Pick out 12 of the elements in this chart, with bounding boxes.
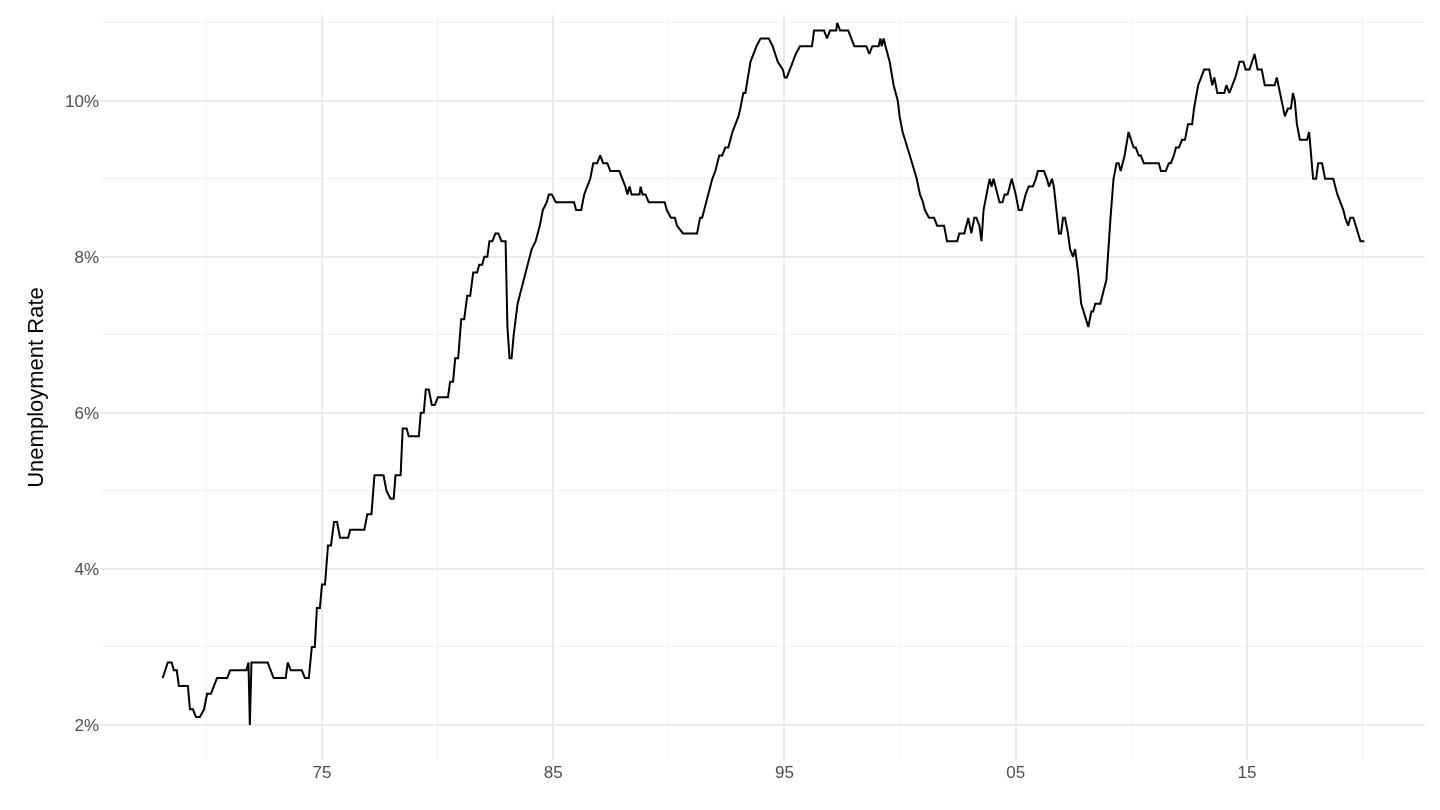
x-tick-label: 75 bbox=[312, 763, 332, 782]
y-tick-label: 4% bbox=[74, 559, 99, 579]
x-tick-label: 05 bbox=[1006, 763, 1026, 782]
y-axis-title: Unemployment Rate bbox=[22, 287, 48, 488]
y-tick-label: 2% bbox=[74, 715, 99, 735]
y-tick-label: 8% bbox=[74, 247, 99, 267]
y-tick-label: 10% bbox=[64, 91, 99, 111]
x-tick-label: 85 bbox=[543, 763, 563, 782]
x-tick-label: 95 bbox=[775, 763, 794, 782]
x-tick-label: 15 bbox=[1237, 763, 1257, 782]
line-series bbox=[161, 21, 1366, 726]
y-tick-label: 6% bbox=[74, 403, 99, 423]
